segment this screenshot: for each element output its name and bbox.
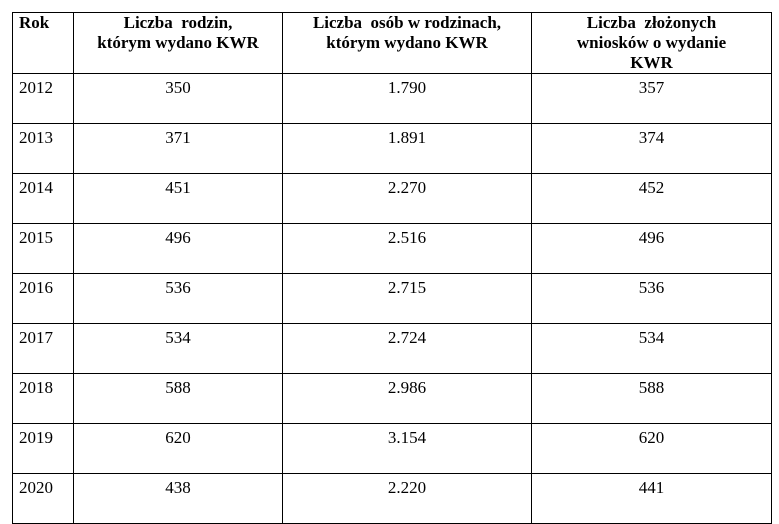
value-cell: 620 [531, 423, 772, 474]
value-cell: 441 [531, 473, 772, 524]
value-cell: 620 [73, 423, 283, 474]
table-row: 2018 588 2.986 588 [12, 373, 772, 424]
year-cell: 2014 [12, 173, 74, 224]
value-cell: 357 [531, 73, 772, 124]
value-cell: 350 [73, 73, 283, 124]
value-cell: 3.154 [282, 423, 532, 474]
table-row: 2017 534 2.724 534 [12, 323, 772, 374]
value-cell: 536 [531, 273, 772, 324]
year-cell: 2015 [12, 223, 74, 274]
year-cell: 2018 [12, 373, 74, 424]
table-row: 2013 371 1.891 374 [12, 123, 772, 174]
value-cell: 2.715 [282, 273, 532, 324]
table-body: 2012 350 1.790 357 2013 371 1.891 374 2014 451 2.2… [12, 73, 772, 524]
page: Rok Liczba rodzin, którym wydano KWR Liczba… [12, 12, 772, 524]
value-cell: 496 [73, 223, 283, 274]
value-cell: 534 [73, 323, 283, 374]
year-cell: 2020 [12, 473, 74, 524]
header-cell: Liczba rodzin, którym wydano KWR [73, 12, 283, 74]
value-cell: 374 [531, 123, 772, 174]
header-text: którym wydano KWR [326, 33, 488, 52]
value-cell: 2.220 [282, 473, 532, 524]
value-cell: 452 [531, 173, 772, 224]
header-text: Liczba rodzin, [123, 13, 233, 32]
header-cell: Liczba osób w rodzinach, którym wydano KW… [282, 12, 532, 74]
header-cell: Rok [12, 12, 74, 74]
value-cell: 438 [73, 473, 283, 524]
value-cell: 588 [531, 373, 772, 424]
value-cell: 1.790 [282, 73, 532, 124]
value-cell: 1.891 [282, 123, 532, 174]
value-cell: 536 [73, 273, 283, 324]
header-row: Rok Liczba rodzin, którym wydano KWR Liczba… [12, 12, 772, 74]
header-text: Rok [19, 13, 50, 32]
year-cell: 2012 [12, 73, 74, 124]
table-row: 2012 350 1.790 357 [12, 73, 772, 124]
table-row: 2016 536 2.715 536 [12, 273, 772, 324]
header-text: wniosków o wydanie [576, 33, 727, 52]
year-cell: 2013 [12, 123, 74, 174]
header-text: KWR [630, 53, 673, 72]
header-text: którym wydano KWR [97, 33, 259, 52]
value-cell: 2.986 [282, 373, 532, 424]
header-cell: Liczba złożonych wniosków o wydanie KWR [531, 12, 772, 74]
header-text: Liczba osób w rodzinach, [312, 13, 502, 32]
data-table: Rok Liczba rodzin, którym wydano KWR Liczba… [12, 12, 772, 524]
year-cell: 2019 [12, 423, 74, 474]
year-cell: 2017 [12, 323, 74, 374]
value-cell: 2.516 [282, 223, 532, 274]
value-cell: 588 [73, 373, 283, 424]
table-row: 2015 496 2.516 496 [12, 223, 772, 274]
value-cell: 534 [531, 323, 772, 374]
table-row: 2014 451 2.270 452 [12, 173, 772, 224]
value-cell: 496 [531, 223, 772, 274]
header-text: Liczba złożonych [586, 13, 717, 32]
table-row: 2020 438 2.220 441 [12, 473, 772, 524]
table-row: 2019 620 3.154 620 [12, 423, 772, 474]
value-cell: 371 [73, 123, 283, 174]
value-cell: 451 [73, 173, 283, 224]
value-cell: 2.724 [282, 323, 532, 374]
year-cell: 2016 [12, 273, 74, 324]
value-cell: 2.270 [282, 173, 532, 224]
